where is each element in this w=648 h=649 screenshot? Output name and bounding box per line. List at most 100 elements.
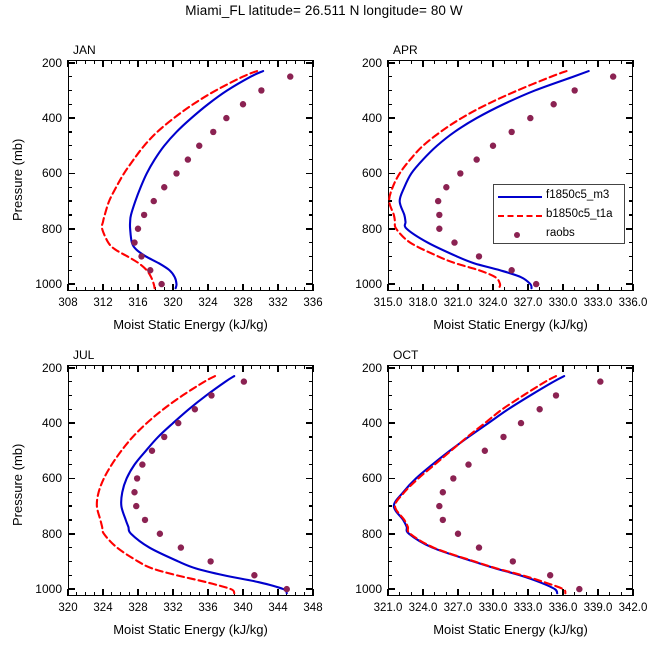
xtick-label: 321.0 [373,602,403,614]
legend-item-raobs[interactable]: raobs [494,225,624,244]
xtick-minor-top [259,365,262,369]
x-axis-title: Moist Static Energy (kJ/kg) [433,622,588,637]
xtick-label: 320 [58,602,78,614]
xtick-minor-top [539,60,541,64]
xtick-major-top [527,365,529,372]
xtick-label: 327.0 [443,602,473,614]
ytick-major-right [626,283,633,285]
ytick-minor-right [309,519,313,521]
xtick-minor [550,287,552,291]
raobs-marker [439,489,447,496]
ytick-minor-right [629,241,633,244]
ytick-minor-right [629,186,633,188]
xtick-major [67,284,69,291]
ytick-minor [388,214,392,216]
xtick-minor [119,592,122,596]
ytick-minor-right [309,131,313,133]
raobs-marker [454,530,462,537]
ytick-minor-right [309,269,313,271]
ytick-minor-right [629,394,633,397]
xtick-major-top [242,60,244,67]
ytick-major-right [306,283,313,285]
xtick-minor-top [286,365,288,369]
ytick-minor-right [309,546,313,549]
legend-item-f1850c5_m3[interactable]: f1850c5_m3 [494,187,624,206]
ytick-minor [68,519,72,521]
xtick-minor-top [620,365,622,369]
panel-label-oct: OCT [393,348,419,362]
ytick-minor-right [629,560,633,562]
xtick-label: 336.0 [618,297,648,309]
ytick-major-right [306,172,313,175]
xtick-minor-top [585,60,587,64]
ytick-major-right [626,477,633,480]
ytick-minor-right [309,75,313,78]
xtick-minor [574,592,576,596]
xtick-label: 332 [268,297,288,309]
xtick-minor-top [128,365,130,369]
xtick-minor-top [445,365,447,369]
xtick-minor-top [445,60,447,64]
ytick-minor [388,255,392,257]
raobs-marker [473,156,480,163]
raobs-marker [475,253,483,260]
raobs-marker [439,516,447,524]
xtick-minor-top [286,60,288,64]
xtick-label: 318.0 [408,297,438,309]
ytick-minor-right [629,89,633,92]
legend-item-b1850c5_t1a[interactable]: b1850c5_t1a [494,206,624,225]
xtick-major [422,589,424,596]
ytick-minor [68,131,72,133]
raobs-marker [434,197,442,205]
xtick-major-top [242,365,244,372]
xtick-major-top [277,60,279,67]
xtick-minor [539,287,541,291]
xtick-minor [609,592,611,596]
xtick-minor [445,592,447,596]
xtick-major [277,589,279,596]
xtick-major [527,284,529,291]
xtick-minor [434,592,436,596]
legend-label: f1850c5_m3 [546,189,610,201]
xtick-minor [93,287,95,291]
raobs-marker [139,461,146,468]
xtick-minor-top [76,60,78,64]
xtick-minor-top [550,60,552,64]
xtick-minor-top [620,60,622,64]
ytick-minor [68,186,72,188]
ytick-minor [388,269,392,271]
xtick-minor-top [198,60,200,64]
raobs-marker [546,572,554,579]
ytick-minor [388,505,392,507]
ytick-minor [388,491,392,493]
raobs-marker [508,267,515,274]
raobs-marker [517,419,525,427]
ytick-major [68,172,75,175]
xtick-minor [539,592,541,596]
ytick-major [68,283,75,285]
raobs-marker [532,280,540,288]
ytick-major-right [626,422,633,424]
xtick-minor-top [574,365,576,369]
ytick-minor [388,450,392,452]
ytick-minor-right [309,450,313,452]
ytick-major-right [306,227,313,230]
ytick-label: 400 [41,111,62,126]
ytick-label: 600 [361,166,382,181]
xtick-minor-top [515,60,517,64]
xtick-minor [469,287,471,291]
xtick-minor-top [119,60,122,64]
series-line-f1850c5_m3 [120,375,288,595]
xtick-major-top [387,365,389,372]
xtick-major [387,284,389,291]
ytick-minor-right [629,214,633,216]
xtick-minor-top [480,365,482,369]
xtick-minor-top [163,60,165,64]
xtick-minor-top [111,365,113,369]
ytick-minor-right [309,103,313,105]
plot-frame-jan [68,60,313,291]
xtick-label: 333.0 [513,602,543,614]
ytick-minor [68,89,72,92]
ytick-minor-right [309,380,313,383]
xtick-minor-top [84,365,87,369]
